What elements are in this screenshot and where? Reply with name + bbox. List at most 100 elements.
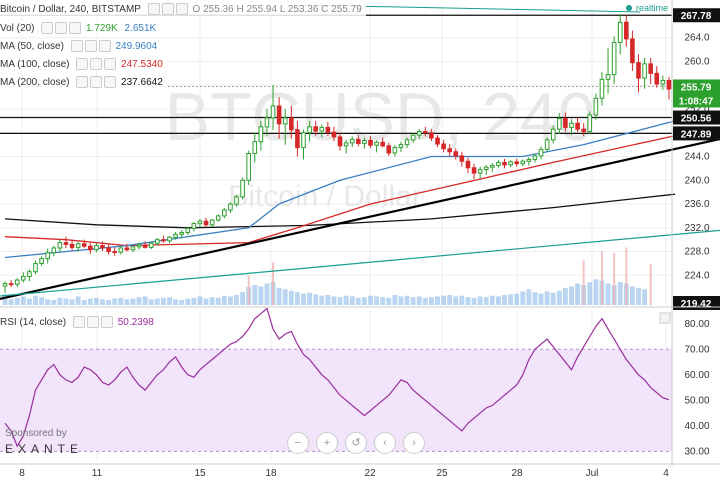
close-icon[interactable] [69, 22, 82, 35]
volume-bar [2, 294, 8, 305]
candle-up [2, 283, 8, 287]
volume-spike [625, 247, 628, 305]
candle-down [624, 21, 629, 40]
candle-up [215, 215, 221, 221]
x-tick-label: Jul [586, 468, 599, 479]
volume-bar [471, 297, 477, 305]
symbol-header: Bitcoin / Dollar, 240, BITSTAMP O 255.36… [0, 3, 366, 16]
scroll-left-icon[interactable]: ‹ [374, 432, 396, 454]
reset-icon[interactable]: ↺ [345, 432, 367, 454]
volume-bar [532, 292, 538, 305]
eye-icon[interactable] [147, 3, 160, 16]
candle-up [605, 74, 611, 80]
volume-bar [349, 296, 355, 305]
settings-icon[interactable] [161, 3, 174, 16]
volume-bar [569, 286, 574, 305]
x-tick-label: 22 [364, 468, 376, 479]
realtime-dot [626, 5, 632, 11]
candle-up [349, 138, 355, 144]
eye-icon[interactable] [72, 316, 85, 329]
settings-icon[interactable] [84, 40, 97, 53]
volume-bar [185, 298, 191, 305]
volume-bar [617, 282, 623, 305]
candle-down [295, 129, 300, 149]
rsi-tick-label: 30.00 [684, 446, 709, 457]
candle-up [307, 126, 312, 134]
ma200-line [4, 193, 676, 229]
ohlc-values: O 255.36 H 255.94 L 253.36 C 255.79 [192, 4, 362, 15]
eye-icon[interactable] [76, 76, 89, 89]
candle-up [526, 158, 532, 162]
settings-icon[interactable] [90, 76, 103, 89]
trendline-teal [0, 229, 720, 297]
candle-down [124, 247, 130, 251]
candle-down [459, 155, 465, 162]
volume-bar [636, 287, 641, 305]
price-tag-label: 247.89 [681, 129, 712, 140]
format-icon[interactable] [175, 3, 188, 16]
volume-bar [453, 296, 459, 305]
candle-down [453, 151, 459, 157]
eye-icon[interactable] [76, 58, 89, 71]
price-tag-bg [673, 126, 720, 141]
candle-down [276, 105, 282, 125]
volume-bar [301, 293, 306, 305]
zoom-in-icon[interactable]: + [316, 432, 338, 454]
volume-bar [392, 295, 398, 305]
candle-down [69, 243, 75, 248]
eye-icon[interactable] [70, 40, 83, 53]
candle-up [45, 252, 50, 260]
candle-up [496, 161, 501, 166]
ma50-label: MA (50, close) [0, 41, 64, 52]
volume-bar [398, 296, 404, 305]
volume-bar [514, 293, 520, 305]
volume-bar [282, 289, 288, 305]
close-icon[interactable] [104, 76, 117, 89]
settings-icon[interactable] [86, 316, 99, 329]
volume-bar [502, 295, 507, 305]
candle-up [264, 117, 270, 128]
zoom-out-icon[interactable]: − [287, 432, 309, 454]
candle-up [544, 139, 550, 150]
rsi-value: 50.2398 [117, 317, 154, 328]
close-icon[interactable] [98, 40, 111, 53]
ma50-indicator: MA (50, close) 249.9604 [0, 40, 162, 53]
candle-up [75, 243, 81, 248]
close-icon[interactable] [100, 316, 113, 329]
sponsor-brand[interactable]: EXANTE [5, 442, 84, 456]
candle-up [599, 78, 605, 99]
candle-up [57, 242, 63, 249]
price-tick-label: 224.0 [684, 270, 709, 281]
candle-up [642, 63, 647, 79]
candle-up [520, 160, 526, 165]
settings-icon[interactable] [55, 22, 68, 35]
candle-up [246, 153, 251, 181]
volume-bar [33, 295, 38, 305]
volume-bar [587, 282, 593, 305]
volume-bar [227, 296, 233, 305]
volume-bar [355, 297, 361, 305]
volume-bar [136, 297, 142, 305]
settings-icon[interactable] [90, 58, 103, 71]
volume-spike [247, 275, 250, 305]
candle-up [21, 275, 26, 281]
volume-bar [361, 297, 367, 305]
volume-bar [477, 296, 483, 305]
volume-bar [428, 297, 434, 305]
volume-spike [272, 262, 275, 305]
volume-spike [613, 253, 616, 305]
close-icon[interactable] [104, 58, 117, 71]
volume-bar [87, 298, 93, 305]
candle-up [550, 128, 556, 141]
candle-down [368, 139, 373, 146]
candle-up [282, 117, 288, 125]
realtime-label: realtime [636, 3, 668, 13]
eye-icon[interactable] [41, 22, 54, 35]
candle-up [222, 209, 227, 217]
volume-bar [106, 300, 112, 305]
x-tick-label: 25 [436, 468, 448, 479]
candle-up [33, 262, 38, 273]
volume-bar [562, 287, 568, 305]
scroll-right-icon[interactable]: › [403, 432, 425, 454]
